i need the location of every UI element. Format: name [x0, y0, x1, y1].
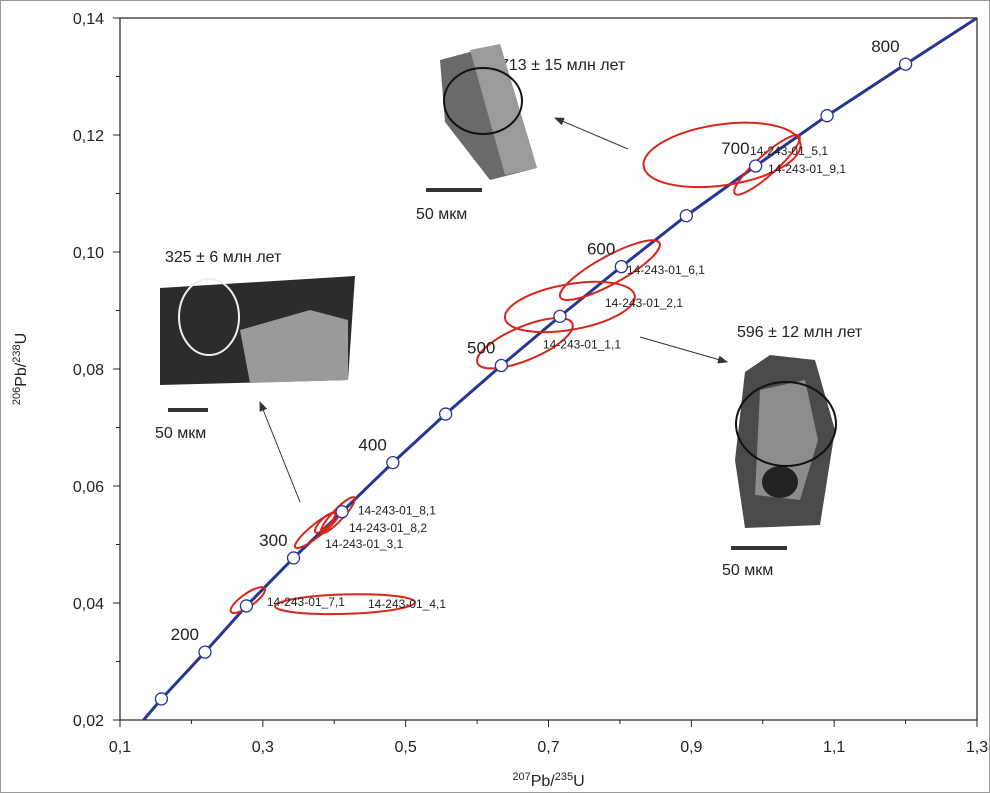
- age-label: 200: [171, 625, 199, 644]
- axis-label-part: Pb/: [13, 362, 30, 387]
- error-ellipse: [733, 134, 801, 196]
- inset-scale: 50 мкм: [416, 206, 467, 223]
- concordia-point: [286, 551, 301, 565]
- concordia-point: [335, 505, 349, 519]
- ellipse-label: 14-243-01_5,1: [750, 144, 828, 158]
- concordia-point: [898, 57, 913, 71]
- concordia-point: [553, 309, 567, 324]
- x-tick-label: 0,5: [395, 739, 417, 756]
- ellipse-label: 14-243-01_3,1: [325, 537, 403, 551]
- inset-596: 596 ± 12 млн лет 50 мкм: [639, 324, 863, 579]
- ellipse-label: 14-243-01_7,1: [267, 595, 345, 609]
- concordia-point: [494, 358, 509, 373]
- ellipse-label: 14-243-01_4,1: [368, 597, 446, 611]
- error-ellipse: [503, 280, 636, 334]
- concordia-point: [820, 109, 834, 123]
- inset-age: 596 ± 12 млн лет: [737, 324, 863, 341]
- axis-label-part: Pb/: [531, 773, 556, 790]
- x-tick-label: 1,1: [823, 739, 845, 756]
- age-label: 600: [587, 240, 615, 259]
- ellipse-label: 14-243-01_8,1: [358, 503, 436, 517]
- y-tick-label: 0,06: [73, 479, 104, 496]
- age-label: 400: [358, 436, 386, 455]
- inset-age: 325 ± 6 млн лет: [165, 249, 282, 266]
- concordia-curve: [142, 18, 977, 720]
- x-tick-label: 0,1: [109, 739, 131, 756]
- concordia-point: [198, 645, 212, 659]
- concordia-point: [679, 209, 693, 223]
- concordia-point: [154, 692, 169, 706]
- axis-label: 206Pb/238U: [11, 333, 30, 405]
- axis-label-part: U: [573, 773, 585, 790]
- axis-label: 207Pb/235U: [512, 771, 584, 790]
- error-ellipse: [476, 317, 574, 370]
- inset-scale: 50 мкм: [155, 425, 206, 442]
- ellipse-label: 14-243-01_1,1: [543, 337, 621, 351]
- x-tick-label: 1,3: [966, 739, 988, 756]
- y-tick-label: 0,14: [73, 11, 104, 28]
- concordia-point: [439, 407, 453, 421]
- concordia-point: [614, 259, 628, 274]
- inset-325: 325 ± 6 млн лет 50 мкм: [155, 249, 355, 503]
- ellipse-label: 14-243-01_2,1: [605, 296, 683, 310]
- age-label: 500: [467, 338, 495, 357]
- age-label: 300: [259, 531, 287, 550]
- inset-713: 713 ± 15 млн лет 50 мкм: [416, 44, 629, 223]
- axis-label-part: U: [13, 333, 30, 345]
- age-label: 800: [871, 37, 899, 56]
- error-ellipse: [642, 121, 802, 189]
- concordia-point: [386, 455, 400, 470]
- y-tick-label: 0,12: [73, 128, 104, 145]
- y-tick-label: 0,02: [73, 713, 104, 730]
- ellipse-label: 14-243-01_8,2: [349, 521, 427, 535]
- concordia-point: [748, 159, 763, 173]
- x-tick-label: 0,9: [680, 739, 702, 756]
- inset-age: 713 ± 15 млн лет: [500, 57, 626, 74]
- y-tick-label: 0,08: [73, 362, 104, 379]
- ellipse-label: 14-243-01_6,1: [627, 263, 705, 277]
- axis-label-part: 238: [11, 344, 23, 362]
- x-tick-label: 0,3: [252, 739, 274, 756]
- axis-label-part: 207: [512, 771, 530, 783]
- age-label: 700: [721, 139, 749, 158]
- ellipse-label: 14-243-01_9,1: [768, 162, 846, 176]
- axis-label-part: 206: [11, 387, 23, 405]
- y-tick-label: 0,10: [73, 245, 104, 262]
- concordia-point: [239, 599, 254, 613]
- y-tick-label: 0,04: [73, 596, 104, 613]
- error-ellipse: [273, 593, 416, 616]
- x-tick-label: 0,7: [537, 739, 559, 756]
- axis-label-part: 235: [555, 771, 573, 783]
- error-ellipse: [558, 239, 661, 301]
- inset-scale: 50 мкм: [722, 562, 773, 579]
